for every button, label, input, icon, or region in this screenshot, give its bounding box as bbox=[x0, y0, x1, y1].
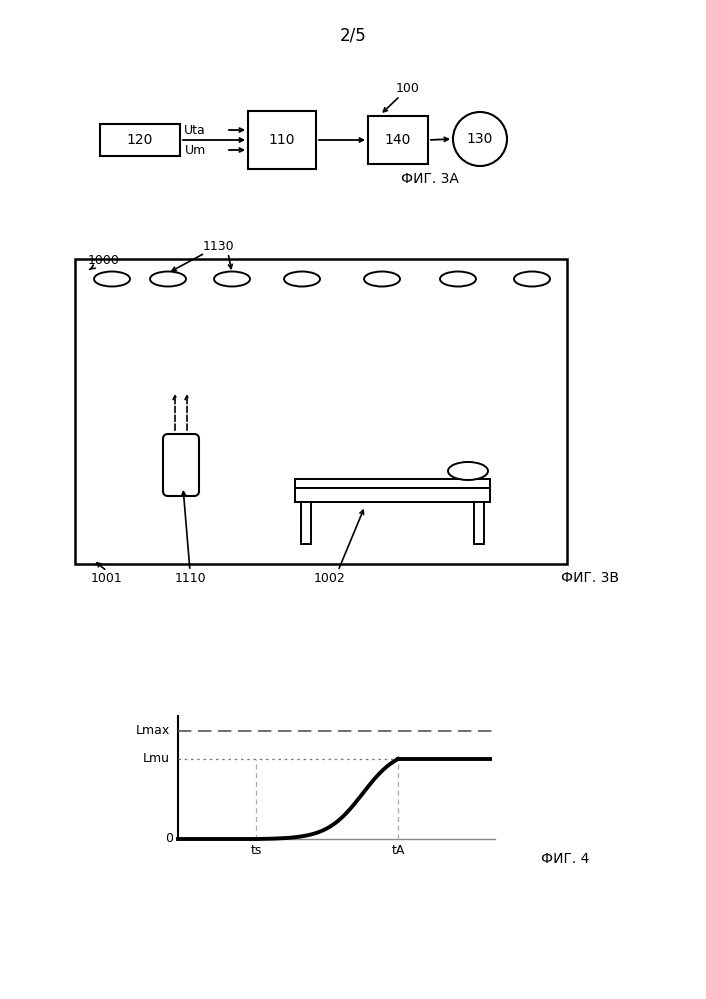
Text: 120: 120 bbox=[127, 133, 153, 147]
Bar bbox=[75, 259, 567, 564]
Bar bbox=[295, 488, 490, 502]
Text: 110: 110 bbox=[269, 133, 295, 147]
Circle shape bbox=[453, 112, 507, 166]
Bar bbox=[301, 502, 311, 544]
Text: 140: 140 bbox=[385, 133, 411, 147]
Bar bbox=[474, 502, 484, 544]
Text: 0: 0 bbox=[165, 832, 173, 845]
Text: Uta: Uta bbox=[184, 124, 206, 137]
Ellipse shape bbox=[214, 272, 250, 287]
Text: Lmax: Lmax bbox=[136, 724, 170, 737]
Bar bbox=[368, 116, 428, 164]
Bar bbox=[100, 124, 180, 156]
Ellipse shape bbox=[440, 272, 476, 287]
Ellipse shape bbox=[514, 272, 550, 287]
Bar bbox=[248, 111, 316, 169]
Ellipse shape bbox=[94, 272, 130, 287]
Text: tA: tA bbox=[391, 844, 405, 857]
Text: 1002: 1002 bbox=[314, 571, 346, 584]
Ellipse shape bbox=[150, 272, 186, 287]
Text: 1001: 1001 bbox=[91, 571, 123, 584]
Text: 2/5: 2/5 bbox=[340, 27, 366, 45]
Text: 1000: 1000 bbox=[88, 255, 120, 268]
FancyBboxPatch shape bbox=[163, 434, 199, 496]
Text: 1130: 1130 bbox=[202, 241, 234, 254]
Text: ФИГ. 4: ФИГ. 4 bbox=[541, 852, 590, 866]
Text: Um: Um bbox=[185, 144, 206, 157]
Ellipse shape bbox=[284, 272, 320, 287]
Text: ts: ts bbox=[251, 844, 262, 857]
Text: Lmu: Lmu bbox=[143, 752, 170, 765]
Bar bbox=[295, 479, 490, 488]
Text: 130: 130 bbox=[467, 132, 493, 146]
Ellipse shape bbox=[364, 272, 400, 287]
Ellipse shape bbox=[448, 462, 488, 480]
Text: ФИГ. 3В: ФИГ. 3В bbox=[561, 571, 619, 585]
Text: 1110: 1110 bbox=[174, 571, 206, 584]
Text: 100: 100 bbox=[396, 82, 420, 95]
Text: ФИГ. 3А: ФИГ. 3А bbox=[401, 172, 459, 186]
